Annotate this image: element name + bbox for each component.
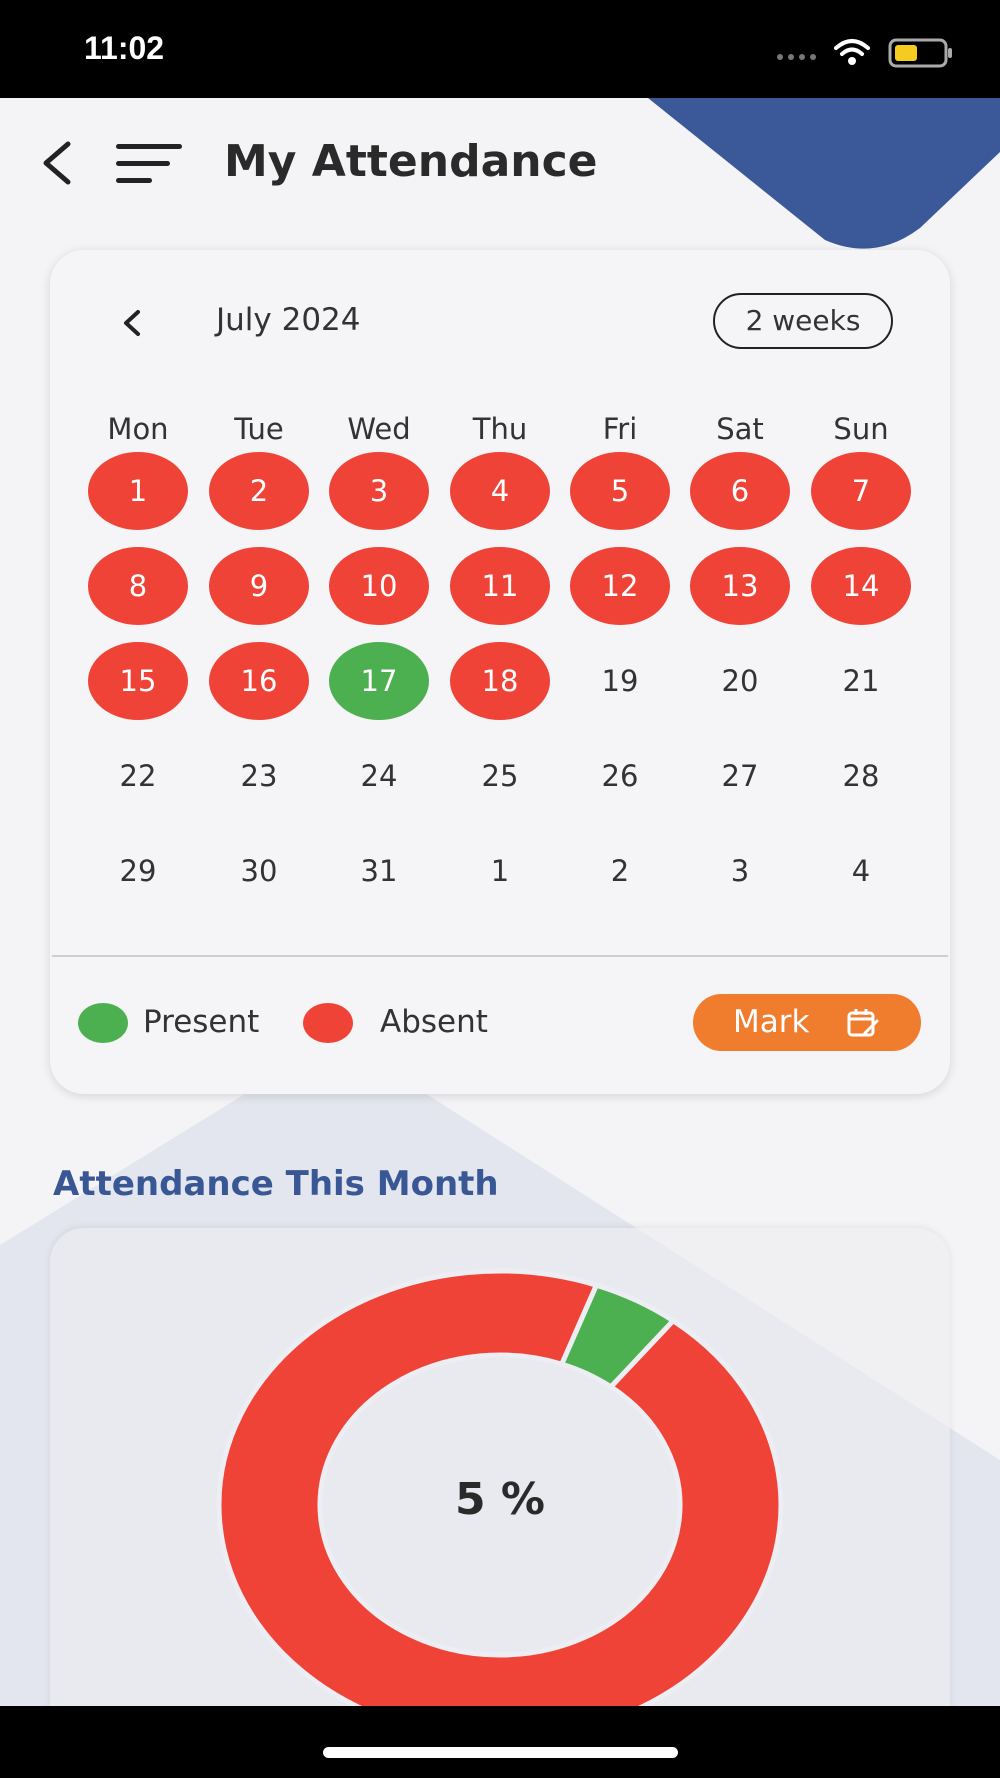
calendar-day-cell[interactable]: 6 [690,452,790,530]
calendar-day-cell[interactable]: 25 [481,759,519,793]
calendar-day-cell[interactable]: 17 [329,642,429,720]
calendar-day-cell[interactable]: 1 [490,854,510,888]
calendar-day-cell[interactable]: 7 [811,452,911,530]
calendar-day-cell[interactable]: 19 [601,664,639,698]
calendar-day-cell[interactable]: 31 [360,854,398,888]
page-title: My Attendance [224,136,598,187]
weekday-thu: Thu [472,412,528,446]
weekday-sun: Sun [833,412,889,446]
calendar-day-cell[interactable]: 12 [570,547,670,625]
calendar-day-cell[interactable]: 24 [360,759,398,793]
absent-legend-dot [303,1003,353,1043]
menu-icon[interactable] [114,142,184,186]
divider [52,955,948,957]
calendar-day-cell[interactable]: 18 [450,642,550,720]
calendar-day-cell[interactable]: 4 [450,452,550,530]
calendar-day-cell[interactable]: 4 [851,854,871,888]
calendar-day-cell[interactable]: 29 [119,854,157,888]
donut-slice-absent [216,1268,784,1706]
weekday-wed: Wed [347,412,411,446]
calendar-day-cell[interactable]: 1 [88,452,188,530]
absent-legend-label: Absent [380,1004,488,1040]
weekday-fri: Fri [602,412,638,446]
previous-month-icon[interactable] [120,308,144,338]
attendance-percent-label: 5 % [454,1474,546,1525]
status-time: 11:02 [84,30,165,66]
calendar-day-cell[interactable]: 16 [209,642,309,720]
weekday-sat: Sat [716,412,764,446]
calendar-day-cell[interactable]: 28 [842,759,880,793]
calendar-day-cell[interactable]: 14 [811,547,911,625]
calendar-day-cell[interactable]: 9 [209,547,309,625]
calendar-day-cell[interactable]: 2 [610,854,630,888]
calendar-day-cell[interactable]: 2 [209,452,309,530]
calendar-day-cell[interactable]: 22 [119,759,157,793]
bottom-bar [0,1706,1000,1778]
back-arrow-icon[interactable] [38,140,74,186]
weekday-mon: Mon [107,412,169,446]
present-legend-dot [78,1003,128,1043]
attendance-donut-chart [216,1268,784,1706]
calendar-day-cell[interactable]: 8 [88,547,188,625]
calendar-day-cell[interactable]: 26 [601,759,639,793]
calendar-day-cell[interactable]: 10 [329,547,429,625]
calendar-range-toggle[interactable]: 2 weeks [713,293,893,349]
mark-attendance-button[interactable]: Mark [693,994,921,1051]
mark-button-label: Mark [733,1004,810,1040]
signal-icon [777,54,816,60]
calendar-day-cell[interactable]: 23 [240,759,278,793]
calendar-day-cell[interactable]: 5 [570,452,670,530]
calendar-day-cell[interactable]: 3 [329,452,429,530]
status-bar: 11:02 [0,0,1000,98]
calendar-day-cell[interactable]: 30 [240,854,278,888]
calendar-day-cell[interactable]: 11 [450,547,550,625]
calendar-day-cell[interactable]: 27 [721,759,759,793]
calendar-day-cell[interactable]: 3 [730,854,750,888]
home-indicator[interactable] [323,1747,678,1758]
present-legend-label: Present [143,1004,260,1040]
calendar-day-cell[interactable]: 21 [842,664,880,698]
calendar-day-cell[interactable]: 15 [88,642,188,720]
month-label: July 2024 [216,302,361,338]
weekday-tue: Tue [234,412,284,446]
section-title: Attendance This Month [53,1164,499,1204]
wifi-icon [834,39,870,65]
battery-icon [888,38,952,68]
calendar-day-cell[interactable]: 20 [721,664,759,698]
calendar-edit-icon [847,1009,879,1037]
calendar-day-cell[interactable]: 13 [690,547,790,625]
